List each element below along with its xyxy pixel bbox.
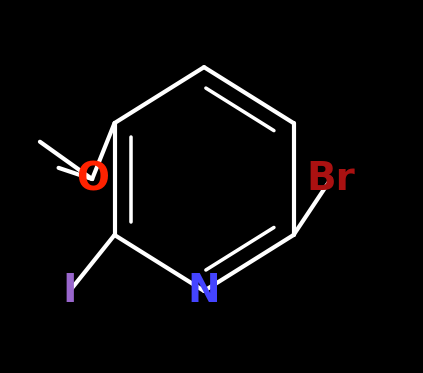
Text: I: I	[63, 272, 77, 310]
Text: O: O	[76, 160, 109, 198]
Text: N: N	[188, 272, 220, 310]
Text: Br: Br	[307, 160, 355, 198]
